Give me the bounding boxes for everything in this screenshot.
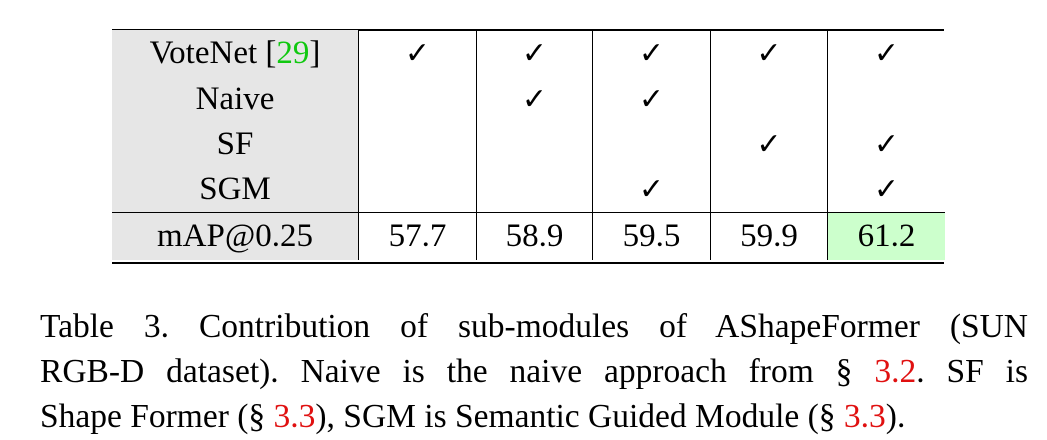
table-cell: [827, 77, 945, 122]
table-caption: Table 3. Contribution of sub-modules of …: [40, 304, 1028, 439]
metric-value: 59.5: [592, 212, 711, 260]
caption-line: Shape Former (§ 3.3), SGM is Semantic Gu…: [40, 394, 1028, 439]
table-cell: ✓: [710, 122, 828, 167]
row-label-sf: SF: [112, 122, 359, 167]
table-row: SF ✓ ✓: [112, 122, 945, 167]
caption-text: Shape Former (§: [40, 398, 266, 435]
table-cell: ✓: [710, 30, 828, 77]
table-cell: ✓: [592, 167, 711, 213]
caption-text: ).: [885, 398, 906, 435]
section-ref-link[interactable]: 3.3: [843, 398, 886, 435]
table-cell: ✓: [827, 167, 945, 213]
metric-value: 57.7: [358, 212, 477, 260]
table-cell: [592, 122, 711, 167]
row-label-naive: Naive: [112, 77, 359, 122]
row-label-text: VoteNet [: [149, 35, 277, 71]
section-ref-link[interactable]: 3.3: [273, 398, 316, 435]
citation-link[interactable]: 29: [276, 35, 310, 71]
table-cell: ✓: [592, 77, 711, 122]
table-bottom-rule: [112, 262, 944, 264]
table-cell: ✓: [827, 30, 945, 77]
table-cell: [476, 167, 593, 213]
table-cell: ✓: [592, 30, 711, 77]
ablation-table: VoteNet [29] ✓ ✓ ✓ ✓ ✓ Naive ✓ ✓ SF ✓ ✓ …: [112, 30, 945, 260]
caption-line: RGB-D dataset). Naive is the naive appro…: [40, 349, 1028, 394]
metric-value: 59.9: [710, 212, 828, 260]
metric-value: 58.9: [476, 212, 593, 260]
caption-text: RGB-D dataset). Naive is the naive appro…: [40, 353, 853, 390]
section-ref-link[interactable]: 3.2: [874, 353, 917, 390]
table-cell: [710, 167, 828, 213]
table-row: VoteNet [29] ✓ ✓ ✓ ✓ ✓: [112, 30, 945, 77]
table-row: Naive ✓ ✓: [112, 77, 945, 122]
row-label-suffix: ]: [309, 35, 321, 71]
table-cell: [358, 122, 477, 167]
caption-text: . SF is: [916, 353, 1028, 390]
metric-value-best: 61.2: [827, 212, 945, 260]
table-cell: ✓: [476, 30, 593, 77]
caption-text: ), SGM is Semantic Guided Module (§: [315, 398, 836, 435]
metric-label: mAP@0.25: [112, 212, 359, 260]
row-label-votenet: VoteNet [29]: [112, 30, 359, 77]
table-row: SGM ✓ ✓: [112, 167, 945, 213]
table-cell: ✓: [358, 30, 477, 77]
caption-line: Table 3. Contribution of sub-modules of …: [40, 308, 1028, 345]
metric-row: mAP@0.25 57.7 58.9 59.5 59.9 61.2: [112, 212, 945, 260]
table-cell: [476, 122, 593, 167]
row-label-sgm: SGM: [112, 167, 359, 213]
table-cell: ✓: [827, 122, 945, 167]
table-cell: [710, 77, 828, 122]
table-cell: [358, 167, 477, 213]
table-cell: ✓: [476, 77, 593, 122]
table-cell: [358, 77, 477, 122]
